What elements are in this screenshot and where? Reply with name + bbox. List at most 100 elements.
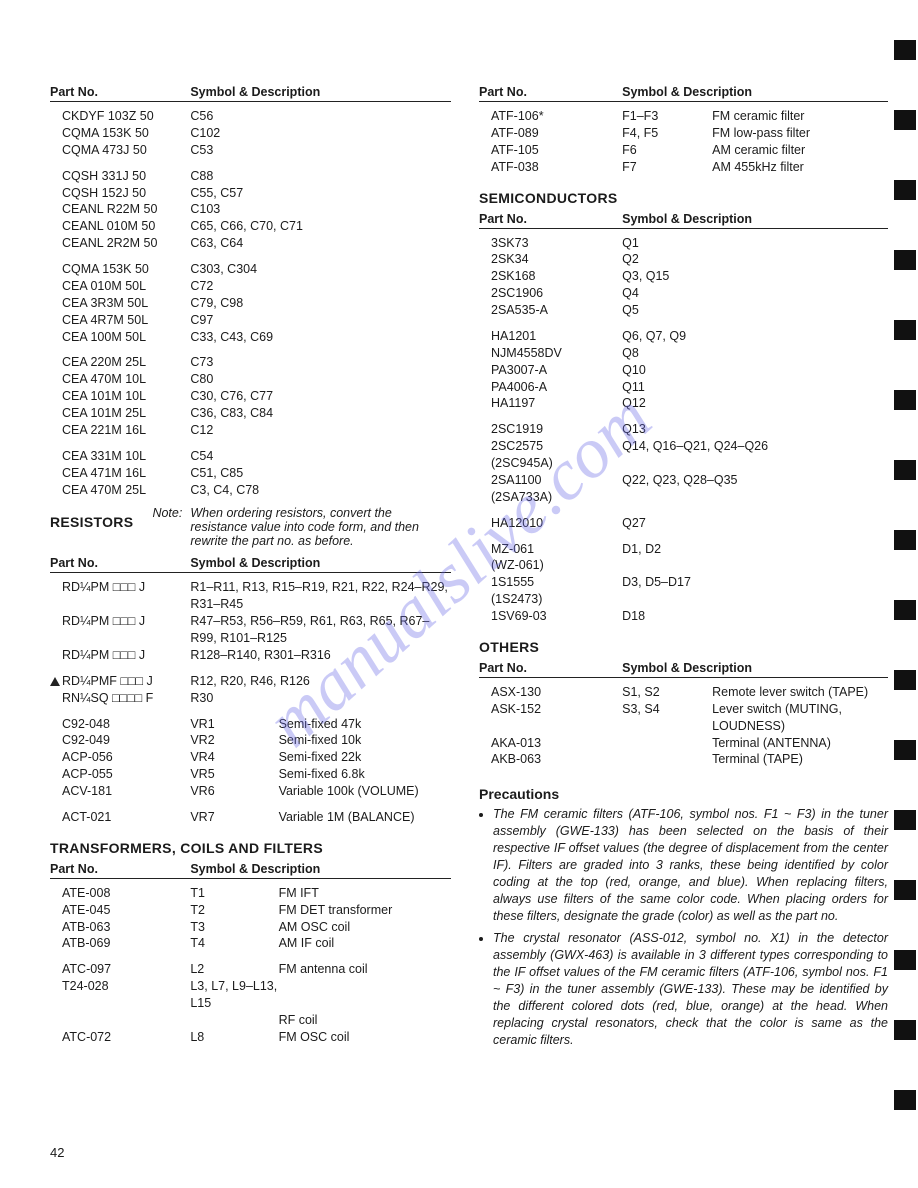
resistors-list: RD¼PM □□□ JR1–R11, R13, R15–R19, R21, R2… <box>50 579 451 825</box>
part-no: CEA 010M 50L <box>50 278 190 295</box>
list-row: 2SC1906Q4 <box>479 285 888 302</box>
symbol: D18 <box>622 608 888 625</box>
part-no: (WZ-061) <box>479 557 622 574</box>
symbol: Q11 <box>622 379 888 396</box>
part-no: ATC-097 <box>50 961 190 978</box>
description: FM ceramic filter <box>712 108 888 125</box>
symbol: C63, C64 <box>190 235 451 252</box>
list-row: NJM4558DVQ8 <box>479 345 888 362</box>
symbol: C33, C43, C69 <box>190 329 451 346</box>
description: Variable 100k (VOLUME) <box>279 783 451 800</box>
list-row: (WZ-061) <box>479 557 888 574</box>
left-column: Part No. Symbol & Description CKDYF 103Z… <box>50 85 469 1158</box>
symbol: VR6 <box>190 783 278 800</box>
part-no: RD¼PM □□□ J <box>50 579 190 613</box>
description: AM 455kHz filter <box>712 159 888 176</box>
description: Remote lever switch (TAPE) <box>712 684 888 701</box>
symbol: Q1 <box>622 235 888 252</box>
part-no: ACT-021 <box>50 809 190 826</box>
symbol: L3, L7, L9–L13, L15 <box>190 978 278 1012</box>
part-no: ATE-045 <box>50 902 190 919</box>
list-row: ATF-089F4, F5FM low-pass filter <box>479 125 888 142</box>
list-row: CEA 221M 16LC12 <box>50 422 451 439</box>
symbol: Q14, Q16–Q21, Q24–Q26 <box>622 438 888 455</box>
list-row: CEA 471M 16LC51, C85 <box>50 465 451 482</box>
symbol: R1–R11, R13, R15–R19, R21, R22, R24–R29,… <box>190 579 451 613</box>
filters-list: ATF-106*F1–F3FM ceramic filterATF-089F4,… <box>479 108 888 176</box>
symbol <box>622 751 712 768</box>
others-list: ASX-130S1, S2Remote lever switch (TAPE)A… <box>479 684 888 768</box>
part-no: CEA 331M 10L <box>50 448 190 465</box>
part-no: RD¼PMF □□□ J <box>50 673 190 690</box>
symbol: Q4 <box>622 285 888 302</box>
list-row: 1SV69-03D18 <box>479 608 888 625</box>
header-row: Part No. Symbol & Description <box>50 85 451 102</box>
symbol <box>622 557 888 574</box>
transformers-title: TRANSFORMERS, COILS AND FILTERS <box>50 840 451 856</box>
description: RF coil <box>279 1012 451 1029</box>
part-no: CQMA 153K 50 <box>50 125 190 142</box>
part-no: CEA 4R7M 50L <box>50 312 190 329</box>
list-row: CQSH 331J 50C88 <box>50 168 451 185</box>
part-no: 2SC1906 <box>479 285 622 302</box>
list-row: CEA 010M 50LC72 <box>50 278 451 295</box>
part-no: 1S1555 <box>479 574 622 591</box>
list-row: CEA 3R3M 50LC79, C98 <box>50 295 451 312</box>
part-no: HA12010 <box>479 515 622 532</box>
part-no: ATE-008 <box>50 885 190 902</box>
part-no: ASX-130 <box>479 684 622 701</box>
symbol: R30 <box>190 690 451 707</box>
list-row: CEA 4R7M 50LC97 <box>50 312 451 329</box>
symbol <box>622 591 888 608</box>
description: FM low-pass filter <box>712 125 888 142</box>
description: Semi-fixed 22k <box>279 749 451 766</box>
symbol: VR4 <box>190 749 278 766</box>
header-sym: Symbol & Description <box>190 85 451 99</box>
part-no: CEA 220M 25L <box>50 354 190 371</box>
description: Terminal (ANTENNA) <box>712 735 888 752</box>
part-no: CQSH 152J 50 <box>50 185 190 202</box>
symbol: R12, R20, R46, R126 <box>190 673 451 690</box>
list-row: (1S2473) <box>479 591 888 608</box>
list-row: CQSH 152J 50C55, C57 <box>50 185 451 202</box>
list-row: 2SK34Q2 <box>479 251 888 268</box>
list-row: RF coil <box>50 1012 451 1029</box>
symbol <box>622 455 888 472</box>
list-row: (2SC945A) <box>479 455 888 472</box>
symbol: C54 <box>190 448 451 465</box>
symbol: C3, C4, C78 <box>190 482 451 499</box>
list-row: ATB-069T4AM IF coil <box>50 935 451 952</box>
symbol: Q22, Q23, Q28–Q35 <box>622 472 888 489</box>
part-no: 3SK73 <box>479 235 622 252</box>
part-no: CEA 470M 10L <box>50 371 190 388</box>
part-no: T24-028 <box>50 978 190 1012</box>
part-no: 2SK168 <box>479 268 622 285</box>
list-row: ASK-152S3, S4Lever switch (MUTING, LOUDN… <box>479 701 888 735</box>
symbol: R128–R140, R301–R316 <box>190 647 451 664</box>
description: FM antenna coil <box>279 961 451 978</box>
list-row: 2SA1100Q22, Q23, Q28–Q35 <box>479 472 888 489</box>
symbol: C53 <box>190 142 451 159</box>
symbol: Q3, Q15 <box>622 268 888 285</box>
list-row: CEA 220M 25LC73 <box>50 354 451 371</box>
symbol <box>190 1012 278 1029</box>
symbol: T1 <box>190 885 278 902</box>
symbol: T4 <box>190 935 278 952</box>
part-no: CEANL 010M 50 <box>50 218 190 235</box>
part-no: HA1201 <box>479 328 622 345</box>
header-sym: Symbol & Description <box>622 212 888 226</box>
header-row: Part No. Symbol & Description <box>479 212 888 229</box>
symbol: Q12 <box>622 395 888 412</box>
list-row: CKDYF 103Z 50C56 <box>50 108 451 125</box>
part-no: PA4006-A <box>479 379 622 396</box>
list-row: ATE-008T1FM IFT <box>50 885 451 902</box>
symbol: D3, D5–D17 <box>622 574 888 591</box>
list-row: ATF-106*F1–F3FM ceramic filter <box>479 108 888 125</box>
list-row: HA1197Q12 <box>479 395 888 412</box>
symbol: S1, S2 <box>622 684 712 701</box>
part-no: ASK-152 <box>479 701 622 735</box>
list-row: ATE-045T2FM DET transformer <box>50 902 451 919</box>
list-row: MZ-061D1, D2 <box>479 541 888 558</box>
part-no: ATB-063 <box>50 919 190 936</box>
part-no: (1S2473) <box>479 591 622 608</box>
